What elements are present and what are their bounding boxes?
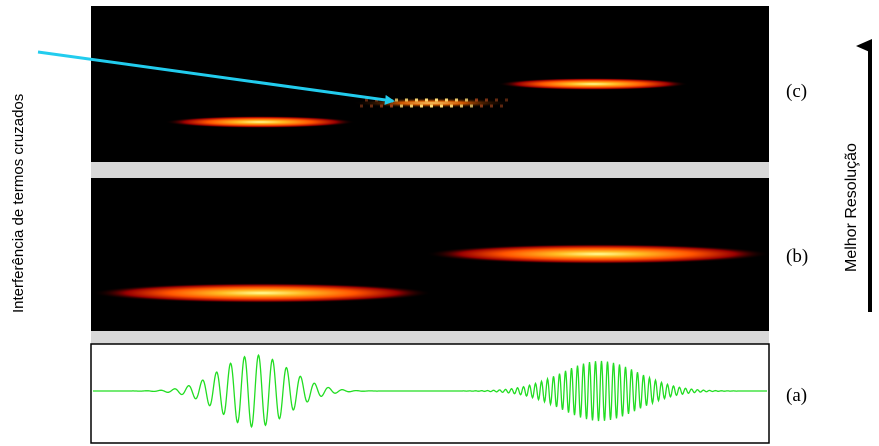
cross-term-dot (425, 98, 428, 102)
panel-b-blob-left (92, 283, 432, 303)
panel-label-a: (a) (786, 385, 807, 406)
cross-term-dot (445, 98, 448, 102)
cross-term-dot (435, 98, 438, 102)
cross-term-dot (415, 98, 418, 102)
cross-term-dot (405, 98, 408, 102)
cross-term-dot (485, 98, 488, 102)
cross-term-dot (420, 104, 423, 108)
cross-term-dot (460, 104, 463, 108)
signal-waveform (93, 353, 767, 429)
cross-term-dot (465, 98, 468, 102)
separator-b-a (91, 331, 769, 344)
cross-term-dot (380, 104, 383, 108)
panel-c-blob-right (498, 78, 688, 90)
cross-term-dot (490, 104, 493, 108)
annotation-arrow (37, 50, 395, 105)
panel-label-b: (b) (786, 246, 808, 267)
cross-term-dot (455, 98, 458, 102)
cross-term-dot (440, 104, 443, 108)
cross-term-dot (450, 104, 453, 108)
annotation-text: Interferência de termos cruzados (10, 94, 27, 313)
separator-c-b (91, 162, 769, 178)
cross-term-dot (370, 104, 373, 108)
cross-term-dot (430, 104, 433, 108)
cross-term-dot (505, 98, 508, 102)
cross-term-dot (495, 98, 498, 102)
cross-term-dot (360, 104, 363, 108)
cross-term-dot (480, 104, 483, 108)
cross-term-dot (410, 104, 413, 108)
cross-term-dot (390, 104, 393, 108)
panel-c-blob-left (165, 116, 355, 128)
cross-term-dot (475, 98, 478, 102)
cross-term-dot (365, 98, 368, 102)
cross-term-dot (395, 98, 398, 102)
panel-label-c: (c) (786, 81, 807, 102)
cross-term-dot (500, 104, 503, 108)
cross-term-dot (400, 104, 403, 108)
panel-b-blob-right (426, 244, 770, 264)
panel-a (90, 343, 770, 444)
cross-term-dot (470, 104, 473, 108)
resolution-caption: Melhor Resolução (843, 143, 860, 272)
